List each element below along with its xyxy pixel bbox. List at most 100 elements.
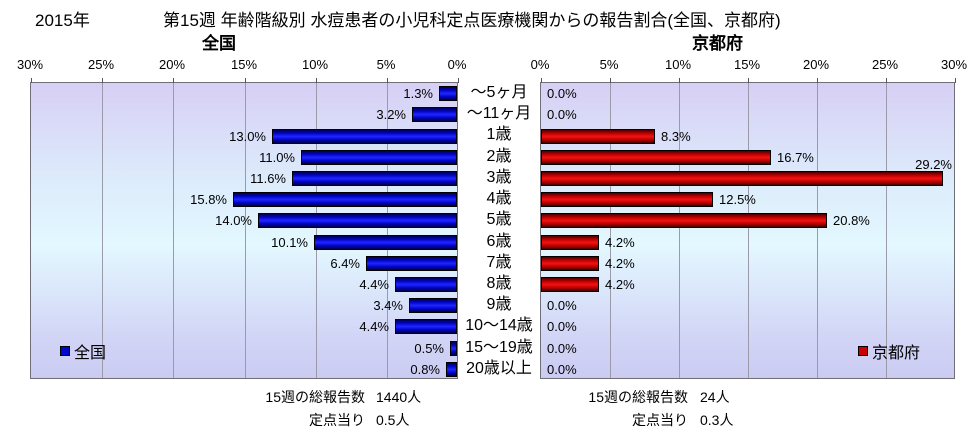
bar-value-label: 4.2%: [605, 235, 635, 250]
kyoto-per-sentinel-value: 0.3人: [700, 412, 734, 428]
axis-tick-label: 20%: [802, 57, 830, 72]
category-label: 〜5ヶ月: [470, 84, 528, 101]
gridline: [610, 83, 611, 378]
axis-tick-label: 10%: [301, 57, 329, 72]
bar-value-label: 0.0%: [547, 298, 577, 313]
bar-value-label: 11.0%: [259, 150, 295, 165]
category-label: 3歳: [486, 169, 512, 186]
national-chart-title: 全国: [202, 34, 236, 53]
axis-tick-mark: [316, 78, 317, 83]
kyoto-legend-swatch: [858, 346, 868, 356]
bar-value-label: 1.3%: [403, 86, 433, 101]
bar-value-label: 3.2%: [376, 107, 406, 122]
axis-tick-mark: [245, 78, 246, 83]
bar-value-label: 4.4%: [359, 277, 389, 292]
axis-tick-mark: [886, 78, 887, 83]
bar-value-label: 0.0%: [547, 319, 577, 334]
bar-value-label: 0.0%: [547, 86, 577, 101]
bar-全国-〜5ヶ月: [439, 86, 457, 101]
kyoto-chart-title: 京都府: [692, 34, 743, 53]
category-label: 〜11ヶ月: [466, 105, 532, 122]
axis-tick-label: 30%: [16, 57, 44, 72]
category-label: 8歳: [486, 275, 512, 292]
category-label: 4歳: [486, 190, 512, 207]
national-legend-label: 全国: [74, 345, 107, 362]
bar-京都府-5歳: [541, 213, 827, 228]
axis-tick-label: 5%: [599, 57, 619, 72]
category-label: 2歳: [486, 148, 512, 165]
bar-value-label: 6.4%: [330, 256, 360, 271]
bar-京都府-7歳: [541, 256, 599, 271]
bar-全国-5歳: [258, 213, 457, 228]
gridline: [387, 83, 388, 378]
bar-value-label: 11.6%: [250, 171, 286, 186]
axis-tick-label: 0%: [530, 57, 550, 72]
bar-全国-15〜19歳: [450, 341, 457, 356]
axis-tick-mark: [679, 78, 680, 83]
national-legend-swatch: [60, 346, 70, 356]
axis-tick-mark: [458, 78, 459, 83]
bar-value-label: 4.2%: [605, 277, 635, 292]
bar-value-label: 0.0%: [547, 107, 577, 122]
bar-全国-8歳: [395, 277, 457, 292]
national-total-reports-label: 15週の総報告数: [265, 389, 365, 405]
bar-全国-〜11ヶ月: [412, 107, 457, 122]
bar-value-label: 20.8%: [833, 213, 870, 228]
bar-全国-10〜14歳: [395, 319, 457, 334]
axis-tick-mark: [955, 78, 956, 83]
bar-京都府-1歳: [541, 129, 655, 144]
bar-value-label: 8.3%: [661, 129, 691, 144]
bar-value-label: 13.0%: [229, 129, 266, 144]
bar-全国-1歳: [272, 129, 457, 144]
category-label: 10〜14歳: [465, 317, 533, 334]
axis-tick-mark: [748, 78, 749, 83]
bar-value-label: 15.8%: [190, 192, 227, 207]
bar-京都府-2歳: [541, 150, 771, 165]
axis-tick-label: 25%: [871, 57, 899, 72]
bar-value-label: 0.8%: [410, 362, 440, 377]
bar-全国-20歳以上: [446, 362, 457, 377]
gridline: [886, 83, 887, 378]
bar-全国-7歳: [366, 256, 457, 271]
bar-全国-2歳: [301, 150, 457, 165]
axis-tick-label: 5%: [376, 57, 396, 72]
category-label: 20歳以上: [466, 360, 532, 377]
axis-tick-mark: [610, 78, 611, 83]
gridline: [102, 83, 103, 378]
category-label: 6歳: [486, 233, 512, 250]
bar-value-label: 4.4%: [359, 319, 389, 334]
bar-全国-6歳: [314, 235, 457, 250]
category-label: 9歳: [486, 296, 512, 313]
bar-value-label: 0.0%: [547, 341, 577, 356]
national-legend: 全国: [60, 339, 106, 363]
axis-tick-mark: [817, 78, 818, 83]
bar-value-label: 12.5%: [719, 192, 756, 207]
bar-value-label: 14.0%: [215, 213, 252, 228]
axis-tick-mark: [102, 78, 103, 83]
bar-value-label: 29.2%: [915, 157, 952, 172]
axis-tick-label: 30%: [940, 57, 968, 72]
bar-全国-3歳: [292, 171, 457, 186]
bar-京都府-6歳: [541, 235, 599, 250]
axis-tick-label: 15%: [733, 57, 761, 72]
axis-tick-label: 10%: [664, 57, 692, 72]
kyoto-plot-area: 0.0% 0.0% 8.3% 16.7% 29.2% 12.5% 20.8% 4.2% 4.2%…: [540, 78, 956, 379]
gridline: [679, 83, 680, 378]
national-per-sentinel-label: 定点当り: [309, 412, 365, 428]
gridline: [173, 83, 174, 378]
year-label: 2015年: [35, 11, 90, 30]
category-label: 5歳: [486, 211, 512, 228]
bar-京都府-4歳: [541, 192, 713, 207]
bar-全国-4歳: [233, 192, 457, 207]
gridline: [316, 83, 317, 378]
bar-京都府-8歳: [541, 277, 599, 292]
page-title: 第15週 年齢階級別 水痘患者の小児科定点医療機関からの報告割合(全国、京都府): [163, 11, 781, 30]
national-plot-area: 1.3% 3.2% 13.0% 11.0% 11.6% 15.8% 14.0% 10.1% 6.…: [30, 78, 459, 379]
kyoto-per-sentinel-label: 定点当り: [632, 412, 688, 428]
kyoto-legend-label: 京都府: [872, 345, 921, 362]
axis-tick-mark: [541, 78, 542, 83]
bar-value-label: 4.2%: [605, 256, 635, 271]
axis-tick-label: 25%: [87, 57, 115, 72]
category-label: 1歳: [486, 126, 512, 143]
